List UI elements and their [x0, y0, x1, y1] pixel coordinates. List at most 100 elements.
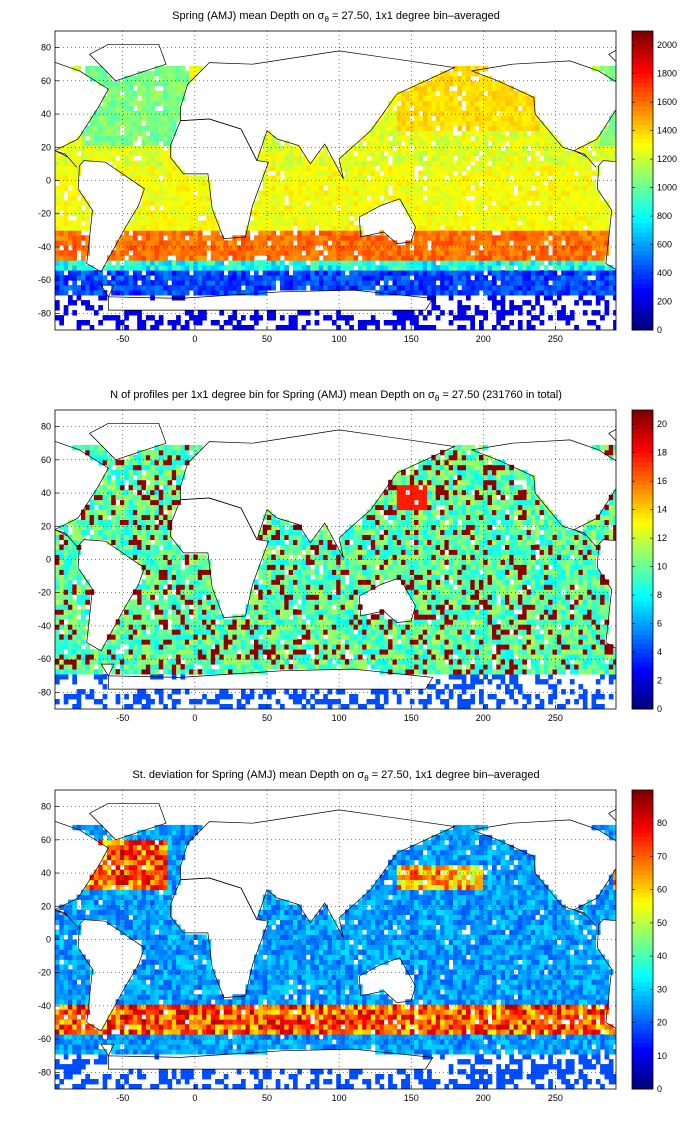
- heat-cell: [137, 230, 142, 236]
- heat-cell: [453, 185, 458, 191]
- heat-cell: [262, 135, 268, 141]
- heat-cell: [513, 245, 519, 251]
- heat-cell: [556, 310, 562, 316]
- heat-cell: [509, 95, 514, 102]
- heat-cell: [98, 130, 103, 137]
- heat-cell: [331, 160, 337, 166]
- heat-cell: [522, 165, 527, 171]
- heat-cell: [106, 659, 112, 665]
- heat-cell: [414, 240, 419, 246]
- heat-cell: [314, 250, 320, 256]
- colorbar-segment: [632, 54, 653, 60]
- heat-cell: [539, 245, 545, 251]
- colorbar-tick-label: 1400: [657, 126, 677, 136]
- heat-cell: [305, 215, 311, 221]
- heat-cell: [180, 270, 186, 276]
- heat-cell: [72, 529, 77, 535]
- heat-cell: [141, 215, 147, 221]
- heat-cell: [124, 529, 129, 535]
- heat-cell: [284, 245, 289, 251]
- heat-cell: [457, 175, 463, 181]
- heat-cell: [184, 195, 190, 201]
- heat-cell: [106, 499, 112, 506]
- heat-cell: [336, 310, 341, 316]
- heat-cell: [210, 215, 216, 221]
- heat-cell: [431, 285, 437, 291]
- heat-cell: [141, 125, 147, 132]
- heat-cell: [158, 95, 164, 102]
- heat-cell: [72, 549, 77, 555]
- heat-cell: [176, 220, 181, 226]
- heat-cell: [76, 275, 82, 281]
- heat-cell: [370, 315, 376, 321]
- heat-cell: [535, 280, 540, 286]
- heat-cell: [522, 130, 527, 137]
- heat-cell: [85, 275, 90, 281]
- heat-cell: [128, 469, 134, 476]
- heat-cell: [353, 190, 359, 196]
- heat-cell: [141, 90, 147, 97]
- heat-cell: [574, 275, 579, 281]
- heat-cell: [461, 215, 467, 221]
- heat-cell: [318, 190, 324, 196]
- heat-cell: [310, 210, 315, 216]
- heat-cell: [383, 285, 389, 291]
- heat-cell: [582, 145, 588, 151]
- heat-cell: [245, 270, 251, 276]
- heat-cell: [578, 180, 584, 186]
- heat-cell: [479, 240, 484, 246]
- heat-cell: [565, 315, 571, 321]
- heat-cell: [556, 265, 562, 271]
- heat-cell: [271, 235, 276, 241]
- heat-cell: [163, 170, 168, 176]
- heat-cell: [63, 240, 69, 246]
- heat-cell: [604, 155, 610, 161]
- heat-cell: [128, 514, 134, 520]
- heat-cell: [115, 669, 121, 675]
- heat-cell: [357, 145, 363, 151]
- heat-cell: [180, 85, 186, 92]
- heat-cell: [89, 664, 95, 670]
- heat-cell: [59, 604, 64, 610]
- heat-cell: [154, 245, 160, 251]
- heat-cell: [128, 489, 134, 496]
- heat-cell: [379, 135, 385, 141]
- heat-cell: [258, 235, 263, 241]
- heat-cell: [141, 589, 147, 595]
- heat-cell: [55, 165, 60, 171]
- heat-cell: [483, 125, 488, 132]
- heat-cell: [383, 135, 389, 141]
- heat-cell: [124, 474, 129, 481]
- heat-cell: [154, 90, 160, 97]
- heat-cell: [119, 624, 125, 630]
- heat-cell: [132, 454, 138, 461]
- heat-cell: [418, 105, 424, 112]
- heat-cell: [530, 150, 536, 156]
- heat-cell: [271, 190, 276, 196]
- heat-cell: [297, 225, 302, 231]
- heat-cell: [132, 285, 138, 291]
- heat-cell: [613, 325, 616, 330]
- heat-cell: [171, 120, 177, 127]
- heat-cell: [530, 215, 536, 221]
- heat-cell: [275, 245, 281, 251]
- heat-cell: [535, 230, 540, 236]
- heat-cell: [336, 170, 341, 176]
- heat-cell: [483, 310, 488, 316]
- heat-cell: [106, 265, 112, 271]
- heat-cell: [98, 499, 103, 506]
- heat-cell: [492, 150, 497, 156]
- heat-cell: [370, 255, 376, 261]
- heat-cell: [301, 310, 307, 316]
- heat-cell: [431, 225, 437, 231]
- heat-cell: [93, 275, 99, 281]
- heat-cell: [349, 325, 354, 330]
- heat-cell: [119, 519, 125, 525]
- heat-cell: [124, 225, 129, 231]
- heat-cell: [556, 225, 562, 231]
- heat-cell: [141, 604, 147, 610]
- heat-cell: [535, 265, 540, 271]
- heat-cell: [249, 260, 255, 266]
- heat-cell: [150, 220, 155, 226]
- heat-cell: [613, 120, 616, 127]
